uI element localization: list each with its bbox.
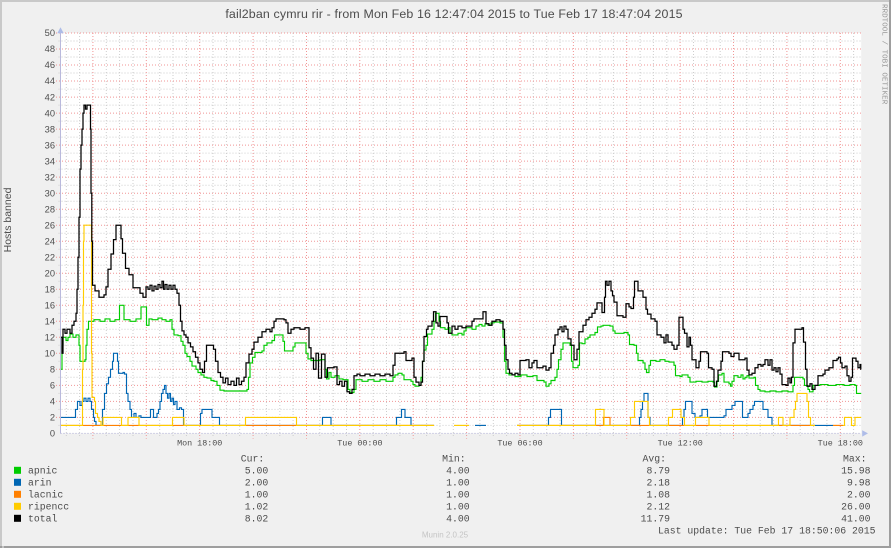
svg-text:26: 26 bbox=[45, 220, 55, 230]
svg-text:48: 48 bbox=[45, 44, 55, 54]
svg-text:14: 14 bbox=[45, 317, 55, 327]
svg-text:Mon 18:00: Mon 18:00 bbox=[177, 439, 222, 449]
svg-text:apnic: apnic bbox=[28, 466, 58, 477]
svg-text:fail2ban cymru rir - from Mon: fail2ban cymru rir - from Mon Feb 16 12:… bbox=[225, 7, 682, 21]
svg-text:4: 4 bbox=[50, 397, 55, 407]
svg-text:1.08: 1.08 bbox=[646, 490, 670, 501]
svg-text:2.00: 2.00 bbox=[847, 490, 871, 501]
svg-text:lacnic: lacnic bbox=[28, 490, 63, 501]
svg-text:12: 12 bbox=[45, 333, 55, 343]
svg-text:20: 20 bbox=[45, 268, 55, 278]
svg-text:1.00: 1.00 bbox=[446, 490, 470, 501]
svg-text:40: 40 bbox=[45, 108, 55, 118]
svg-text:2.18: 2.18 bbox=[646, 478, 670, 489]
svg-text:1.00: 1.00 bbox=[446, 502, 470, 513]
svg-text:10: 10 bbox=[45, 349, 55, 359]
svg-text:2: 2 bbox=[50, 413, 55, 423]
svg-text:8.02: 8.02 bbox=[245, 514, 269, 525]
svg-text:6: 6 bbox=[50, 381, 55, 391]
svg-text:28: 28 bbox=[45, 204, 55, 214]
svg-text:8: 8 bbox=[50, 365, 55, 375]
svg-text:Tue 06:00: Tue 06:00 bbox=[497, 439, 542, 449]
svg-text:42: 42 bbox=[45, 92, 55, 102]
svg-text:1.02: 1.02 bbox=[245, 502, 269, 513]
svg-text:Last update: Tue Feb 17 18:50:: Last update: Tue Feb 17 18:50:06 2015 bbox=[658, 526, 876, 537]
svg-text:5.00: 5.00 bbox=[245, 466, 269, 477]
svg-text:1.00: 1.00 bbox=[245, 490, 269, 501]
svg-text:26.00: 26.00 bbox=[841, 502, 871, 513]
svg-text:Hosts banned: Hosts banned bbox=[2, 187, 14, 252]
svg-text:Tue 00:00: Tue 00:00 bbox=[337, 439, 382, 449]
svg-text:Tue 18:00: Tue 18:00 bbox=[818, 439, 863, 449]
svg-text:32: 32 bbox=[45, 172, 55, 182]
svg-text:Munin 2.0.25: Munin 2.0.25 bbox=[422, 531, 469, 540]
svg-text:30: 30 bbox=[45, 188, 55, 198]
svg-text:34: 34 bbox=[45, 156, 55, 166]
svg-text:11.79: 11.79 bbox=[641, 514, 671, 525]
svg-text:36: 36 bbox=[45, 140, 55, 150]
svg-text:Cur:: Cur: bbox=[241, 454, 265, 465]
svg-text:4.00: 4.00 bbox=[446, 514, 470, 525]
svg-text:8.79: 8.79 bbox=[646, 466, 670, 477]
svg-text:2.00: 2.00 bbox=[245, 478, 269, 489]
svg-text:arin: arin bbox=[28, 478, 52, 489]
svg-text:46: 46 bbox=[45, 60, 55, 70]
svg-text:Tue 12:00: Tue 12:00 bbox=[658, 439, 703, 449]
svg-text:1.00: 1.00 bbox=[446, 478, 470, 489]
svg-text:9.98: 9.98 bbox=[847, 478, 871, 489]
svg-text:4.00: 4.00 bbox=[446, 466, 470, 477]
svg-text:44: 44 bbox=[45, 76, 55, 86]
svg-text:Max:: Max: bbox=[843, 454, 867, 465]
svg-text:Min:: Min: bbox=[442, 454, 466, 465]
svg-text:ripencc: ripencc bbox=[28, 502, 69, 513]
svg-text:18: 18 bbox=[45, 285, 55, 295]
svg-text:total: total bbox=[28, 514, 58, 525]
svg-text:24: 24 bbox=[45, 236, 55, 246]
svg-text:38: 38 bbox=[45, 124, 55, 134]
svg-text:41.00: 41.00 bbox=[841, 514, 871, 525]
svg-text:50: 50 bbox=[45, 28, 55, 38]
svg-text:Avg:: Avg: bbox=[642, 454, 666, 465]
svg-text:0: 0 bbox=[50, 429, 55, 439]
svg-text:22: 22 bbox=[45, 252, 55, 262]
svg-text:16: 16 bbox=[45, 301, 55, 311]
svg-text:2.12: 2.12 bbox=[646, 502, 670, 513]
svg-text:15.98: 15.98 bbox=[841, 466, 871, 477]
svg-text:RRDTOOL / TOBI OETIKER: RRDTOOL / TOBI OETIKER bbox=[880, 4, 888, 105]
